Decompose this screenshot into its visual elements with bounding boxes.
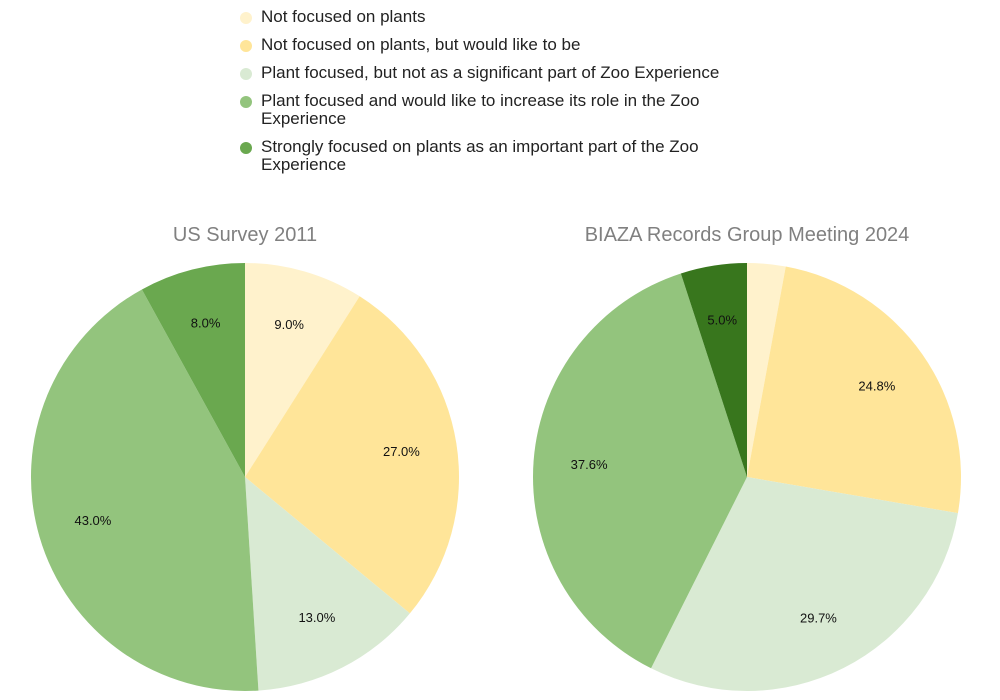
pie-2-data-label-would-like-to-be: 24.8% <box>858 378 895 393</box>
legend-item: Plant focused and would like to increase… <box>240 92 780 128</box>
legend-item: Not focused on plants, but would like to… <box>240 36 780 54</box>
legend-item: Not focused on plants <box>240 8 780 26</box>
pie-1-slice-strongly-focused <box>141 263 245 477</box>
pie-1-data-label-increase-role: 43.0% <box>74 513 111 528</box>
legend-swatch-icon <box>240 12 252 24</box>
legend-label: Strongly focused on plants as an importa… <box>261 137 699 174</box>
pie-2-data-label-plant-focused-not-significant: 29.7% <box>800 610 837 625</box>
pie-1-slice-increase-role <box>30 289 259 692</box>
pie-2-data-label-increase-role: 37.6% <box>571 457 608 472</box>
pie-2-slice-increase-role <box>533 273 747 669</box>
legend-item: Strongly focused on plants as an importa… <box>240 138 780 174</box>
pie-1-data-label-strongly-focused: 8.0% <box>191 316 221 331</box>
pie-2-slice-would-like-to-be <box>747 266 962 514</box>
pie-1-data-label-would-like-to-be: 27.0% <box>383 444 420 459</box>
pie-2-data-label-strongly-focused: 5.0% <box>707 313 737 328</box>
legend-label: Not focused on plants, but would like to… <box>261 35 581 54</box>
pie-2-slice-plant-focused-not-significant <box>651 477 958 691</box>
chart-title-us-survey: US Survey 2011 <box>172 224 318 246</box>
pie-1-slice-would-like-to-be <box>245 296 460 614</box>
legend: Not focused on plants Not focused on pla… <box>240 8 780 184</box>
chart-title-biaza: BIAZA Records Group Meeting 2024 <box>584 224 910 246</box>
legend-label: Not focused on plants <box>261 7 426 26</box>
legend-swatch-icon <box>240 68 252 80</box>
legend-swatch-icon <box>240 142 252 154</box>
legend-label: Plant focused, but not as a significant … <box>261 63 720 82</box>
pie-2-slice-not-focused <box>747 263 786 477</box>
pie-1-data-label-plant-focused-not-significant: 13.0% <box>298 610 335 625</box>
pie-2-slice-strongly-focused <box>680 263 747 477</box>
legend-swatch-icon <box>240 40 252 52</box>
legend-item: Plant focused, but not as a significant … <box>240 64 780 82</box>
legend-label: Plant focused and would like to increase… <box>261 91 700 128</box>
pie-1-slice-not-focused <box>245 263 360 477</box>
legend-swatch-icon <box>240 96 252 108</box>
pie-1-slice-plant-focused-not-significant <box>245 477 410 691</box>
pie-1-data-label-not-focused: 9.0% <box>274 317 304 332</box>
